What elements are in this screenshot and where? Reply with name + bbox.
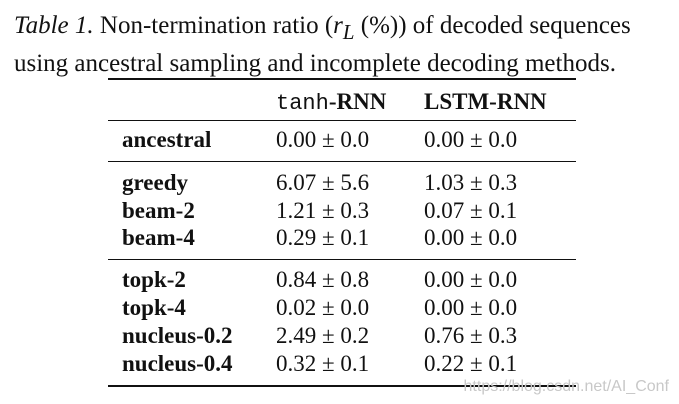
header-tanh-rnn: tanh-RNN — [276, 88, 386, 118]
cell-lstm-greedy: 1.03 ± 0.3 — [424, 170, 518, 195]
cell-lstm-beam-2: 0.07 ± 0.1 — [424, 198, 518, 223]
caption-subscript: L — [342, 20, 355, 44]
cell-lstm-nucleus-0-2: 0.76 ± 0.3 — [424, 323, 518, 348]
row-label-nucleus-0-2: nucleus-0.2 — [122, 323, 233, 348]
watermark: https://blog.csdn.net/AI_Conf — [463, 378, 669, 395]
cell-tanh-nucleus-0-4: 0.32 ± 0.1 — [276, 351, 370, 376]
row-label-beam-2: beam-2 — [122, 198, 195, 223]
caption-symbol: r — [333, 12, 343, 39]
cell-tanh-beam-4: 0.29 ± 0.1 — [276, 225, 370, 250]
cell-lstm-beam-4: 0.00 ± 0.0 — [424, 225, 518, 250]
cell-lstm-nucleus-0-4: 0.22 ± 0.1 — [424, 351, 518, 376]
cell-tanh-topk-2: 0.84 ± 0.8 — [276, 267, 370, 292]
row-label-topk-2: topk-2 — [122, 267, 186, 292]
table-top-rule — [108, 78, 576, 80]
cell-tanh-ancestral: 0.00 ± 0.0 — [276, 127, 370, 152]
cell-tanh-topk-4: 0.02 ± 0.0 — [276, 295, 370, 320]
cell-lstm-topk-2: 0.00 ± 0.0 — [424, 267, 518, 292]
caption-label: Table 1. — [14, 12, 94, 39]
header-rule — [108, 120, 576, 121]
caption-text-after: (%)) of decoded sequences using ancestra… — [14, 12, 631, 77]
row-label-beam-4: beam-4 — [122, 225, 195, 250]
table-bottom-rule — [108, 385, 576, 387]
header-lstm-rnn: LSTM-RNN — [424, 89, 547, 114]
row-label-greedy: greedy — [122, 170, 189, 195]
row-label-topk-4: topk-4 — [122, 295, 186, 320]
group-rule-1 — [108, 161, 576, 162]
cell-tanh-beam-2: 1.21 ± 0.3 — [276, 198, 370, 223]
cell-tanh-greedy: 6.07 ± 5.6 — [276, 170, 370, 195]
caption-text-before: Non-termination ratio ( — [93, 12, 334, 39]
row-label-nucleus-0-4: nucleus-0.4 — [122, 351, 233, 376]
header-tanh-prefix: tanh — [276, 91, 329, 116]
table-caption: Table 1. Non-termination ratio (rL (%)) … — [14, 10, 670, 79]
cell-lstm-ancestral: 0.00 ± 0.0 — [424, 127, 518, 152]
row-label-ancestral: ancestral — [122, 127, 212, 152]
cell-lstm-topk-4: 0.00 ± 0.0 — [424, 295, 518, 320]
header-tanh-suffix: -RNN — [328, 89, 387, 114]
group-rule-2 — [108, 259, 576, 260]
cell-tanh-nucleus-0-2: 2.49 ± 0.2 — [276, 323, 370, 348]
